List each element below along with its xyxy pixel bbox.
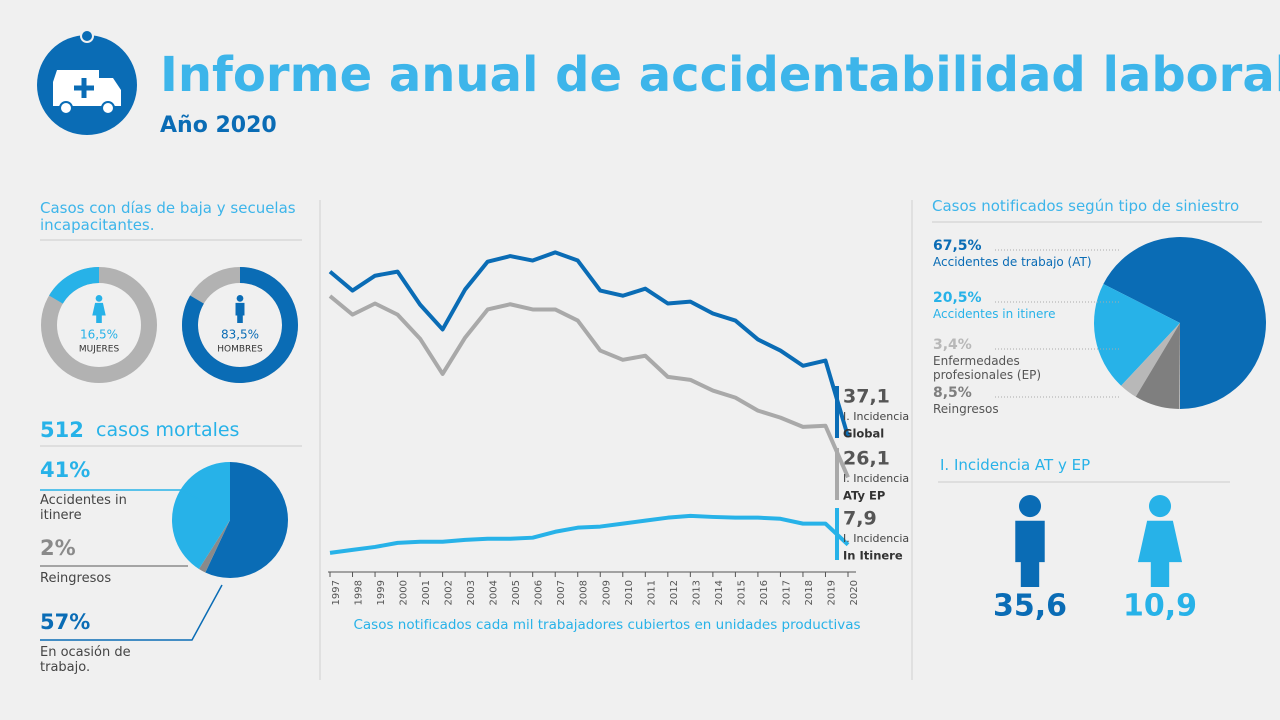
x-tick-label: 2003 [466,580,477,605]
x-tick-label: 2000 [399,580,410,605]
pie-slice [1094,283,1180,386]
logo [37,29,137,135]
x-tick-label: 2017 [781,580,792,605]
x-tick-label: 2001 [421,580,432,605]
page-title: Informe anual de accidentabilidad labora… [160,47,1280,103]
page-subtitle: Año 2020 [160,113,277,138]
x-tick-label: 1999 [376,580,387,605]
pictogram-value-label: 35,6 [993,589,1067,624]
section-title: Casos notificados según tipo de siniestr… [932,197,1240,215]
x-tick-label: 2009 [601,580,612,605]
pie-category: Accidentes in itinere [933,307,1056,321]
x-tick-label: 2010 [624,580,635,605]
pie-category: Accidentes in itinere [40,493,127,523]
section-title: Casos con días de baja y secuelas incapa… [40,199,296,235]
pictogram-value-label: 10,9 [1123,589,1197,624]
pie-slice [171,462,230,569]
pie-slice [1121,323,1180,397]
icon-body [92,302,106,323]
x-tick-label: 2005 [511,580,522,605]
donut-category: HOMBRES [217,345,263,355]
pie-category: Reingresos [40,571,112,586]
person-icon [1015,495,1045,588]
series-line [328,250,850,438]
icon-body [1137,520,1183,588]
pie-category: Reingresos [933,402,999,416]
donut-value-label: 83,5% [221,328,259,342]
pie-value-label: 57% [40,610,91,634]
x-tick-label: 2019 [826,580,837,605]
x-axis-title: Casos notificados cada mil trabajadores … [353,617,860,633]
icon-head [1018,495,1042,518]
x-tick-label: 2013 [691,580,702,605]
x-tick-label: 2002 [444,580,455,605]
x-tick-label: 2020 [849,580,860,605]
series-line [328,294,850,479]
icon-body [235,302,245,323]
pie-category: En ocasión de trabajo. [40,645,131,675]
donut-arc [182,267,298,383]
leader-line [40,489,201,501]
x-tick-label: 2007 [556,580,567,605]
pie-slice [198,520,230,573]
leader-line [40,584,223,641]
person-icon [235,295,245,323]
pie-slice [205,462,288,578]
x-tick-label: 2004 [489,580,500,605]
pie-category: Accidentes de trabajo (AT) [933,255,1092,269]
pie-value-label: 3,4% [933,337,972,353]
icon-head [1148,495,1172,518]
pie-slice [1135,323,1180,409]
x-tick-label: 2015 [736,580,747,605]
pie-value-label: 67,5% [933,238,982,254]
section-title: casos mortales [96,419,240,441]
series-name: ATy EP [843,489,885,503]
person-icon [92,295,106,323]
pie-value-label: 20,5% [933,290,982,306]
end-value-label: 26,1 [843,448,890,470]
series-name: Global [843,427,884,441]
series-line [329,513,850,555]
x-tick-label: 2014 [714,580,725,605]
end-value-label: 7,9 [843,508,877,530]
person-icon [1137,495,1183,588]
pie-slice [1103,237,1266,409]
x-tick-label: 2006 [534,580,545,605]
x-tick-label: 2016 [759,580,770,605]
x-tick-label: 2012 [669,580,680,605]
total-count: 512 [40,418,84,442]
section-title: I. Incidencia AT y EP [940,456,1091,474]
series-name: In Itinere [843,549,903,563]
x-tick-label: 2008 [579,580,590,605]
end-caption: I. Incidencia [843,410,909,423]
icon-head [236,295,244,302]
pie-value-label: 2% [40,536,76,560]
x-tick-label: 2018 [804,580,815,605]
x-tick-label: 1998 [354,580,365,605]
donut-value-label: 16,5% [80,328,118,342]
end-caption: I. Incidencia [843,532,909,545]
end-caption: I. Incidencia [843,472,909,485]
icon-head [95,295,103,302]
icon-body [1015,520,1045,588]
pie-category: Enfermedades profesionales (EP) [933,354,1042,382]
x-tick-label: 1997 [331,580,342,605]
x-tick-label: 2011 [646,580,657,605]
end-value-label: 37,1 [843,386,890,408]
donut-arc [49,267,100,304]
pie-value-label: 41% [40,458,91,482]
donut-category: MUJERES [79,345,120,355]
pie-value-label: 8,5% [933,385,972,401]
